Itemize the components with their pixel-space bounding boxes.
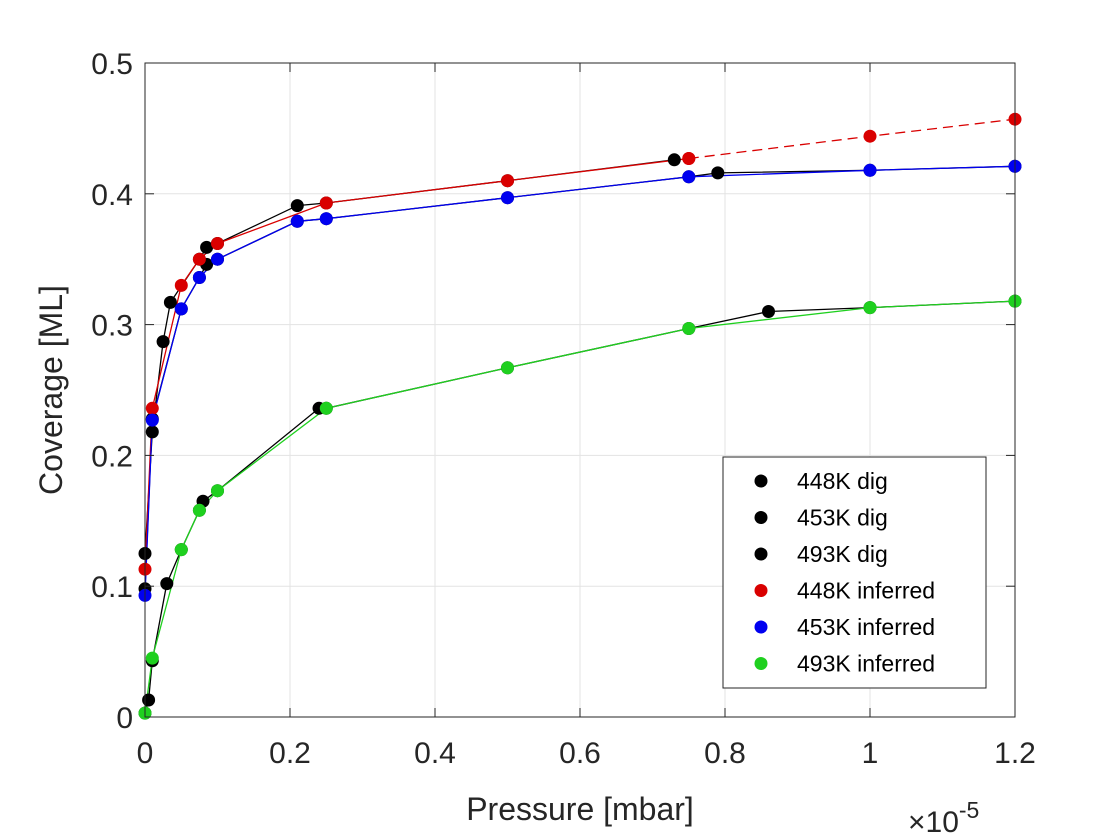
- data-point-493k-inferred: [192, 503, 206, 517]
- data-point-448k-inferred-extrapolation: [863, 129, 877, 143]
- data-point-448k-inferred: [174, 278, 188, 292]
- x-tick-label: 1.2: [994, 737, 1036, 770]
- y-tick-label: 0.3: [91, 310, 133, 343]
- legend-marker: [754, 657, 768, 670]
- data-point-453k-inferred: [174, 302, 188, 316]
- data-point-448k-dig: [200, 240, 214, 254]
- legend-marker: [754, 584, 768, 597]
- data-point-453k-dig: [711, 166, 725, 180]
- data-point-493k-dig: [762, 305, 775, 318]
- x-axis-label: Pressure [mbar]: [466, 791, 694, 827]
- data-point-453k-inferred: [319, 212, 333, 226]
- x-exponent-power: -5: [959, 797, 979, 823]
- data-point-448k-inferred: [319, 196, 333, 210]
- data-point-448k-dig: [290, 199, 304, 213]
- data-point-493k-inferred: [145, 651, 159, 665]
- series-line-493k-inferred: [144, 300, 1016, 714]
- data-point-453k-inferred: [682, 170, 696, 184]
- data-point-448k-inferred: [192, 252, 206, 266]
- data-point-493k-inferred: [682, 322, 696, 335]
- data-point-493k-inferred: [319, 401, 333, 415]
- data-point-453k-inferred: [145, 413, 159, 427]
- legend-label: 448K dig: [797, 468, 888, 494]
- legend-label: 493K dig: [797, 541, 888, 567]
- data-point-493k-inferred: [174, 543, 188, 557]
- data-point-448k-dig: [667, 153, 681, 167]
- y-tick-label: 0.1: [91, 571, 133, 604]
- y-axis-label: Coverage [ML]: [33, 285, 69, 495]
- legend-label: 453K dig: [797, 505, 888, 531]
- legend-marker: [754, 511, 768, 524]
- y-tick-label: 0.4: [91, 179, 133, 212]
- data-point-493k-dig: [142, 693, 156, 707]
- legend-label: 448K inferred: [797, 578, 935, 604]
- x-tick-label: 0.6: [559, 737, 601, 770]
- tick-labels: 0 0.2 0.4 0.6 0.8 1 1.2 0 0.1 0.2 0.3 0.4 0.5: [91, 48, 1036, 770]
- data-point-453k-inferred: [290, 214, 304, 228]
- data-point-453k-inferred: [863, 163, 877, 177]
- x-tick-label: 0.4: [414, 737, 456, 770]
- legend: 448K dig 453K dig 493K dig 448K inferred 453…: [722, 456, 987, 689]
- legend-marker: [754, 547, 768, 561]
- data-point-453k-inferred: [192, 271, 206, 284]
- legend-label: 453K inferred: [797, 614, 935, 640]
- y-tick-label: 0: [116, 702, 133, 735]
- data-point-448k-inferred: [211, 237, 224, 250]
- data-point-493k-dig: [160, 577, 174, 591]
- data-point-493k-inferred: [863, 301, 877, 315]
- data-point-448k-dig: [156, 335, 170, 349]
- legend-label: 493K inferred: [797, 651, 935, 677]
- x-tick-label: 0: [137, 737, 154, 770]
- ticks: [144, 62, 1016, 718]
- data-point-448k-dig: [145, 425, 159, 439]
- x-exponent-base: ×10: [908, 806, 959, 839]
- data-point-448k-inferred: [145, 401, 159, 415]
- data-point-493k-inferred: [211, 484, 224, 498]
- y-tick-label: 0.5: [91, 48, 133, 81]
- data-point-453k-inferred: [501, 191, 514, 205]
- legend-marker: [754, 474, 768, 488]
- x-tick-label: 1: [862, 737, 879, 770]
- x-exponent-label: ×10-5: [908, 797, 979, 839]
- data-point-493k-inferred: [501, 361, 514, 375]
- legend-marker: [754, 620, 768, 634]
- data-point-448k-inferred-extrapolation: [682, 152, 696, 165]
- y-tick-label: 0.2: [91, 440, 133, 473]
- x-tick-label: 0.2: [269, 737, 311, 770]
- x-tick-label: 0.8: [704, 737, 746, 770]
- data-point-453k-inferred: [211, 252, 224, 266]
- legend-box: [722, 456, 987, 689]
- data-point-448k-dig: [163, 295, 177, 309]
- data-point-448k-inferred: [501, 174, 514, 188]
